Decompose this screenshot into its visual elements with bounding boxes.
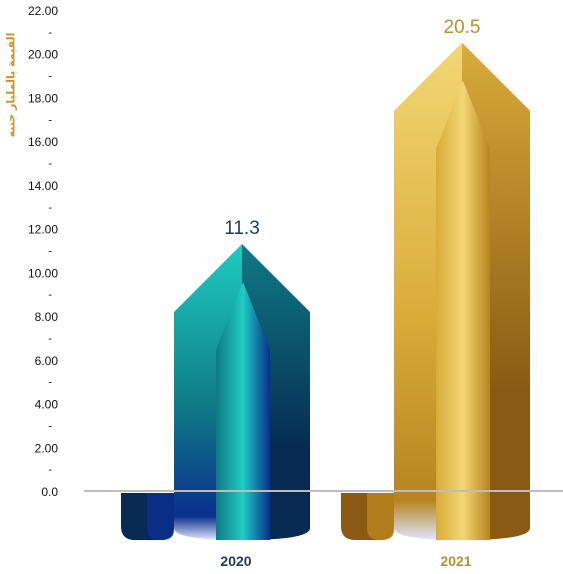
bars-layer <box>121 42 530 540</box>
y-minor-tick-mark: - <box>48 289 52 301</box>
y-minor-tick-mark: - <box>48 464 52 476</box>
bar-2021 <box>341 42 530 540</box>
y-tick-label: 22.00 <box>28 4 58 18</box>
bar-curl-inner <box>147 493 174 540</box>
bar-2020 <box>121 243 310 540</box>
y-tick-label: 2.00 <box>35 441 59 455</box>
data-label-2020: 11.3 <box>224 218 260 239</box>
bar-curl-inner <box>367 493 394 540</box>
y-minor-tick-mark: - <box>48 27 52 39</box>
y-tick-label: 18.00 <box>28 91 58 105</box>
y-tick-label: 6.00 <box>35 354 59 368</box>
x-category-label: 2020 <box>220 553 251 569</box>
y-tick-label: 14.00 <box>28 179 58 193</box>
x-axis-categories: 2020 2021 <box>220 553 471 569</box>
y-minor-tick-mark: - <box>48 377 52 389</box>
bar-inner-arrow <box>216 281 270 540</box>
y-tick-label: 12.00 <box>28 223 58 237</box>
y-minor-tick-mark: - <box>48 158 52 170</box>
y-minor-tick-mark: - <box>48 333 52 345</box>
y-tick-label: 8.00 <box>35 310 59 324</box>
y-tick-label: 16.00 <box>28 135 58 149</box>
y-minor-tick-mark: - <box>48 114 52 126</box>
y-tick-label: 20.00 <box>28 48 58 62</box>
y-tick-label: 0.0 <box>41 485 58 499</box>
y-minor-tick-mark: - <box>48 71 52 83</box>
y-minor-tick-mark: - <box>48 246 52 258</box>
data-labels: 11.3 20.5 <box>224 17 480 239</box>
y-minor-tick-mark: - <box>48 420 52 432</box>
y-tick-label: 10.00 <box>28 266 58 280</box>
data-label-2021: 20.5 <box>444 17 481 38</box>
y-axis-ticks: 0.0 - 2.00 - 4.00 - 6.00 - 8.00 - 10.00 - 12.00 - 14.0… <box>28 4 58 499</box>
y-tick-label: 4.00 <box>35 398 59 412</box>
y-minor-tick-mark: - <box>48 202 52 214</box>
bar-inner-arrow <box>436 80 490 540</box>
x-category-label: 2021 <box>440 553 471 569</box>
